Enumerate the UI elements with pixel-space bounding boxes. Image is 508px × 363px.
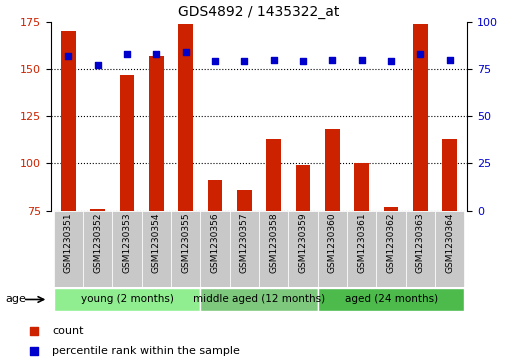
Text: GSM1230362: GSM1230362 xyxy=(387,213,396,273)
Bar xyxy=(54,211,83,287)
Point xyxy=(182,49,190,55)
Bar xyxy=(376,211,406,287)
Point xyxy=(446,57,454,62)
Text: GSM1230353: GSM1230353 xyxy=(122,213,132,273)
Bar xyxy=(413,24,428,211)
Bar xyxy=(230,211,259,287)
Bar xyxy=(259,211,289,287)
Text: GSM1230364: GSM1230364 xyxy=(445,213,454,273)
Bar xyxy=(289,211,318,287)
Bar xyxy=(347,211,376,287)
Bar xyxy=(384,207,398,211)
Text: percentile rank within the sample: percentile rank within the sample xyxy=(52,346,240,356)
Text: middle aged (12 months): middle aged (12 months) xyxy=(193,294,325,305)
Text: GSM1230356: GSM1230356 xyxy=(211,213,219,273)
Point xyxy=(358,57,366,62)
Title: GDS4892 / 1435322_at: GDS4892 / 1435322_at xyxy=(178,5,340,19)
Bar xyxy=(435,211,464,287)
Text: age: age xyxy=(5,294,26,305)
Text: GSM1230358: GSM1230358 xyxy=(269,213,278,273)
Bar xyxy=(325,129,340,211)
Bar xyxy=(83,211,112,287)
Point xyxy=(240,58,248,64)
Bar xyxy=(355,163,369,211)
Text: aged (24 months): aged (24 months) xyxy=(344,294,438,305)
Bar xyxy=(90,209,105,211)
Text: GSM1230359: GSM1230359 xyxy=(299,213,307,273)
Point xyxy=(30,348,38,354)
Bar xyxy=(54,288,201,311)
Bar xyxy=(406,211,435,287)
Bar xyxy=(142,211,171,287)
Point xyxy=(328,57,336,62)
Point xyxy=(123,51,131,57)
Bar xyxy=(149,56,164,211)
Bar xyxy=(112,211,142,287)
Point xyxy=(299,58,307,64)
Bar xyxy=(266,139,281,211)
Point xyxy=(417,51,425,57)
Text: count: count xyxy=(52,326,83,336)
Point xyxy=(387,58,395,64)
Point xyxy=(30,328,38,334)
Bar xyxy=(178,24,193,211)
Text: GSM1230361: GSM1230361 xyxy=(357,213,366,273)
Point xyxy=(93,62,102,68)
Text: young (2 months): young (2 months) xyxy=(81,294,174,305)
Bar xyxy=(208,180,223,211)
Point xyxy=(211,58,219,64)
Point xyxy=(65,53,73,59)
Text: GSM1230363: GSM1230363 xyxy=(416,213,425,273)
Bar xyxy=(237,190,252,211)
Bar xyxy=(201,211,230,287)
Point xyxy=(152,51,161,57)
Bar xyxy=(171,211,201,287)
Bar xyxy=(296,165,310,211)
Bar xyxy=(318,288,464,311)
Text: GSM1230352: GSM1230352 xyxy=(93,213,102,273)
Bar xyxy=(61,31,76,211)
Text: GSM1230355: GSM1230355 xyxy=(181,213,190,273)
Bar xyxy=(120,75,135,211)
Bar xyxy=(442,139,457,211)
Text: GSM1230351: GSM1230351 xyxy=(64,213,73,273)
Text: GSM1230357: GSM1230357 xyxy=(240,213,249,273)
Text: GSM1230354: GSM1230354 xyxy=(152,213,161,273)
Text: GSM1230360: GSM1230360 xyxy=(328,213,337,273)
Point xyxy=(270,57,278,62)
Bar xyxy=(318,211,347,287)
Bar xyxy=(201,288,318,311)
